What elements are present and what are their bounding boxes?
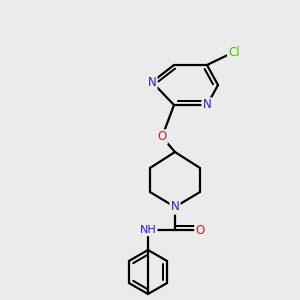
Text: N: N: [171, 200, 179, 214]
Text: NH: NH: [140, 225, 156, 235]
Text: O: O: [158, 130, 166, 143]
Text: N: N: [148, 76, 156, 88]
Text: Cl: Cl: [228, 46, 240, 59]
Text: O: O: [195, 224, 205, 236]
Text: N: N: [202, 98, 211, 112]
